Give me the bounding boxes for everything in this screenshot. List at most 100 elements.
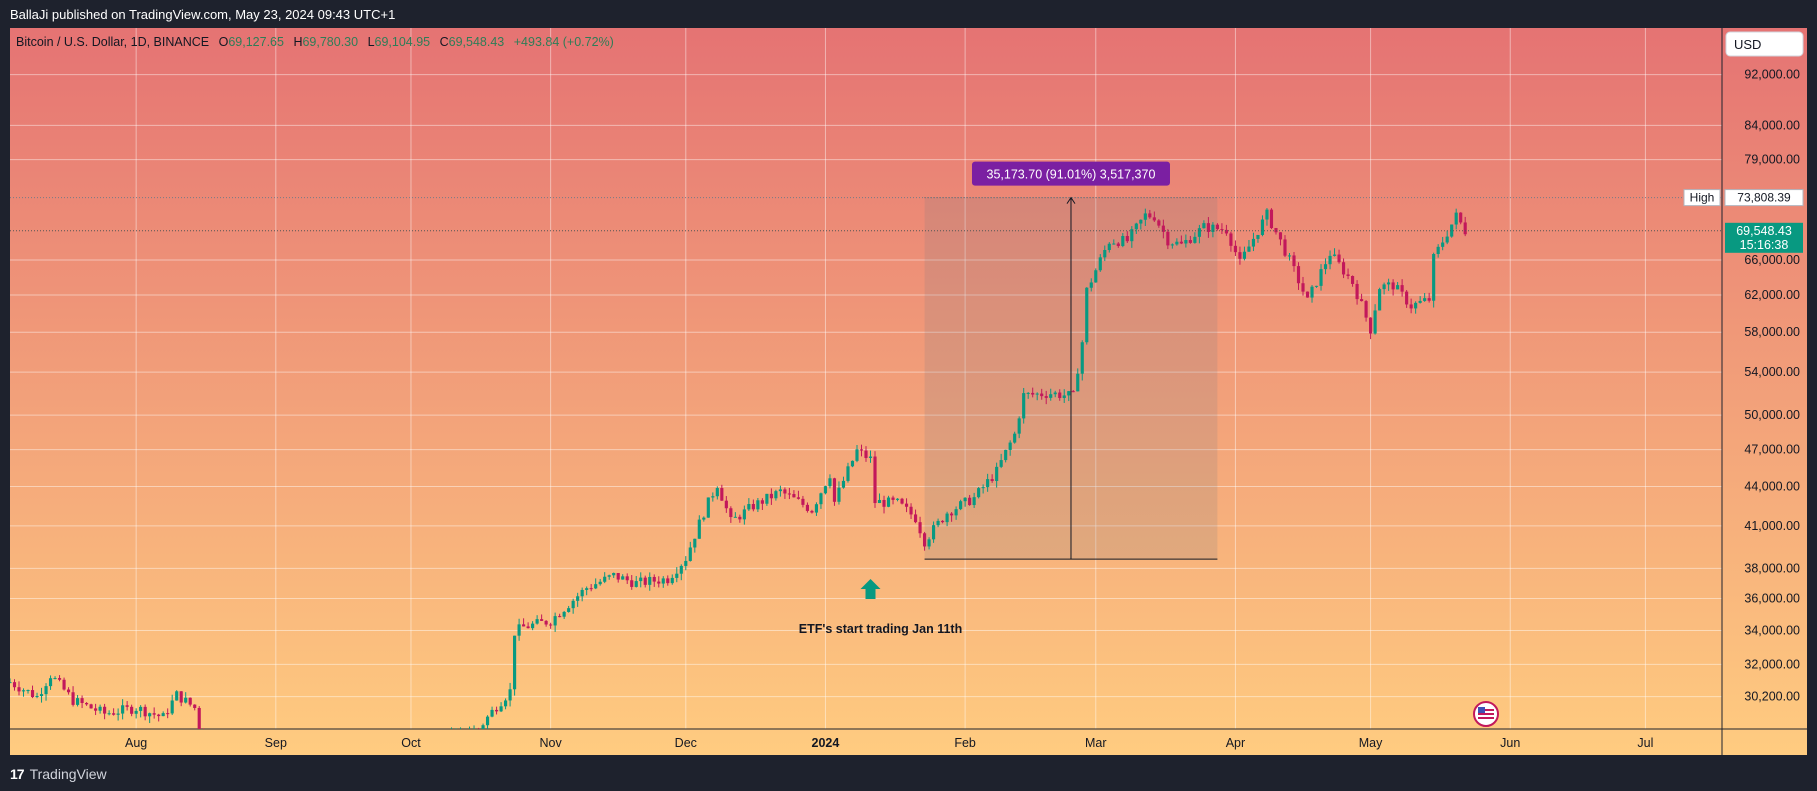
candle[interactable] bbox=[1423, 292, 1427, 302]
candle[interactable] bbox=[864, 446, 868, 462]
candle[interactable] bbox=[639, 572, 643, 588]
candle[interactable] bbox=[481, 723, 485, 729]
candle[interactable] bbox=[1450, 224, 1454, 238]
candle[interactable] bbox=[89, 703, 93, 709]
candle[interactable] bbox=[12, 679, 17, 691]
candle[interactable] bbox=[152, 707, 156, 719]
candle[interactable] bbox=[1427, 292, 1431, 303]
candle[interactable] bbox=[1369, 317, 1373, 340]
candle[interactable] bbox=[1022, 387, 1026, 424]
candle[interactable] bbox=[513, 635, 517, 696]
candle[interactable] bbox=[103, 703, 107, 720]
candle[interactable] bbox=[1332, 248, 1337, 257]
candle[interactable] bbox=[963, 497, 967, 507]
candle[interactable] bbox=[1418, 296, 1422, 304]
candle[interactable] bbox=[648, 572, 652, 591]
candle[interactable] bbox=[684, 556, 688, 571]
candle[interactable] bbox=[1098, 254, 1102, 272]
candle[interactable] bbox=[1224, 224, 1228, 236]
candle[interactable] bbox=[828, 474, 832, 489]
candle[interactable] bbox=[760, 498, 764, 510]
candle[interactable] bbox=[607, 574, 611, 580]
candle[interactable] bbox=[950, 512, 954, 522]
candle[interactable] bbox=[936, 518, 940, 528]
candle[interactable] bbox=[549, 622, 553, 629]
candle[interactable] bbox=[1287, 253, 1292, 261]
candle[interactable] bbox=[1454, 208, 1458, 230]
candle[interactable] bbox=[1387, 278, 1391, 291]
candle[interactable] bbox=[904, 498, 909, 513]
candle[interactable] bbox=[1215, 223, 1219, 231]
candle[interactable] bbox=[1157, 219, 1161, 228]
candle[interactable] bbox=[98, 704, 102, 714]
candle[interactable] bbox=[693, 538, 697, 553]
candle[interactable] bbox=[1378, 287, 1382, 311]
candle[interactable] bbox=[1292, 251, 1296, 272]
candle[interactable] bbox=[850, 460, 855, 468]
candle[interactable] bbox=[999, 453, 1003, 469]
candle[interactable] bbox=[657, 576, 661, 588]
candle[interactable] bbox=[1125, 231, 1129, 244]
candle[interactable] bbox=[526, 622, 530, 629]
candle[interactable] bbox=[774, 489, 778, 501]
candle[interactable] bbox=[778, 485, 782, 497]
candle[interactable] bbox=[1193, 232, 1197, 244]
candle[interactable] bbox=[702, 516, 706, 522]
candle[interactable] bbox=[616, 572, 620, 583]
candle[interactable] bbox=[715, 486, 719, 500]
candle[interactable] bbox=[954, 506, 958, 520]
candle[interactable] bbox=[490, 706, 494, 718]
candle[interactable] bbox=[1040, 388, 1044, 400]
candle[interactable] bbox=[1242, 246, 1247, 261]
candle[interactable] bbox=[1049, 388, 1053, 401]
candle[interactable] bbox=[35, 692, 39, 699]
candle[interactable] bbox=[125, 701, 129, 711]
candle[interactable] bbox=[472, 725, 476, 729]
candle[interactable] bbox=[157, 713, 161, 722]
candle[interactable] bbox=[1305, 291, 1310, 298]
candle[interactable] bbox=[116, 708, 120, 721]
candle[interactable] bbox=[1251, 232, 1256, 252]
candle[interactable] bbox=[540, 614, 544, 621]
candle[interactable] bbox=[1085, 287, 1089, 345]
candle[interactable] bbox=[666, 575, 670, 586]
candle[interactable] bbox=[1414, 301, 1418, 314]
footer-brand[interactable]: TradingView bbox=[29, 766, 107, 782]
candle[interactable] bbox=[1103, 245, 1107, 262]
candle[interactable] bbox=[738, 514, 742, 523]
candle[interactable] bbox=[21, 688, 26, 697]
candles[interactable] bbox=[8, 208, 1467, 729]
candle[interactable] bbox=[1121, 233, 1125, 248]
candle[interactable] bbox=[1139, 219, 1143, 230]
candle[interactable] bbox=[968, 494, 972, 506]
candle[interactable] bbox=[558, 613, 562, 618]
candle[interactable] bbox=[1301, 276, 1305, 296]
candle[interactable] bbox=[1170, 243, 1174, 249]
candle[interactable] bbox=[504, 698, 508, 710]
candle[interactable] bbox=[832, 477, 837, 506]
candle[interactable] bbox=[1031, 387, 1035, 398]
candle[interactable] bbox=[792, 490, 796, 498]
candle[interactable] bbox=[1382, 282, 1386, 295]
candle[interactable] bbox=[805, 502, 810, 513]
candle[interactable] bbox=[161, 711, 165, 717]
candle[interactable] bbox=[1391, 279, 1395, 296]
tradingview-logo-icon[interactable]: 17 bbox=[10, 766, 25, 782]
candle[interactable] bbox=[941, 520, 945, 524]
candle[interactable] bbox=[1053, 390, 1057, 398]
candle[interactable] bbox=[895, 498, 900, 502]
candle[interactable] bbox=[1071, 389, 1075, 393]
candle[interactable] bbox=[1116, 242, 1120, 248]
candle[interactable] bbox=[1202, 220, 1206, 229]
candle[interactable] bbox=[1432, 252, 1436, 308]
candle[interactable] bbox=[697, 515, 701, 539]
candle[interactable] bbox=[1130, 226, 1134, 248]
candle[interactable] bbox=[814, 502, 819, 516]
candle[interactable] bbox=[765, 493, 769, 506]
candle[interactable] bbox=[499, 702, 503, 713]
candle[interactable] bbox=[1008, 440, 1012, 456]
candle[interactable] bbox=[801, 495, 805, 508]
candle[interactable] bbox=[720, 484, 724, 501]
candle[interactable] bbox=[1314, 285, 1319, 288]
candle[interactable] bbox=[1044, 390, 1048, 405]
